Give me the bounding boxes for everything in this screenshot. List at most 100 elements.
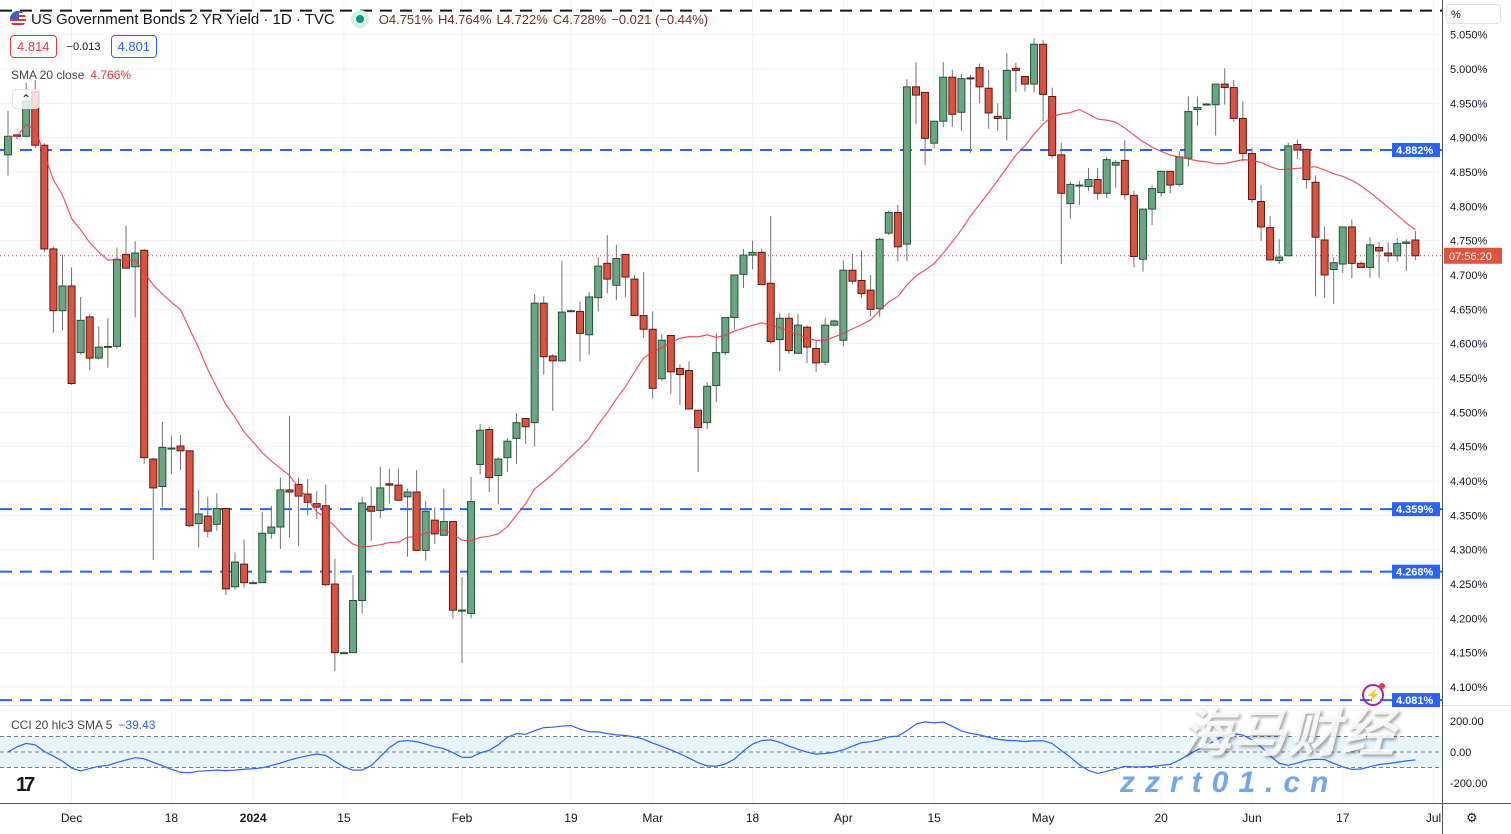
candle[interactable] (902, 79, 911, 262)
candle[interactable] (1057, 142, 1066, 265)
unit-button[interactable]: % (1446, 4, 1501, 24)
candle[interactable] (1375, 242, 1384, 278)
candle[interactable] (512, 413, 521, 464)
candle[interactable] (766, 215, 775, 344)
candle[interactable] (784, 312, 793, 354)
candle[interactable] (703, 382, 712, 429)
candle[interactable] (585, 292, 594, 355)
candle[interactable] (312, 491, 321, 519)
candle[interactable] (112, 247, 121, 349)
candle[interactable] (231, 552, 239, 591)
candle[interactable] (675, 364, 684, 405)
candle[interactable] (912, 62, 920, 125)
candle[interactable] (1293, 139, 1302, 159)
candle[interactable] (993, 103, 1002, 131)
candle[interactable] (966, 74, 975, 153)
candle[interactable] (875, 237, 884, 317)
candle[interactable] (439, 488, 448, 536)
candle[interactable] (448, 521, 457, 619)
candle[interactable] (957, 73, 966, 131)
cci-legend[interactable]: CCI 20 hlc3 SMA 5 −39.43 (11, 718, 155, 732)
candle[interactable] (1102, 156, 1111, 199)
candle[interactable] (1157, 170, 1166, 197)
candle[interactable] (4, 110, 12, 176)
candle[interactable] (294, 477, 303, 546)
candle[interactable] (530, 294, 539, 447)
candle[interactable] (94, 326, 103, 360)
candle[interactable] (685, 361, 693, 410)
candle[interactable] (1002, 53, 1011, 141)
candle[interactable] (848, 253, 857, 284)
candle[interactable] (485, 426, 494, 493)
candle[interactable] (893, 204, 902, 262)
candle[interactable] (321, 484, 330, 587)
candle[interactable] (803, 325, 812, 363)
candle[interactable] (712, 333, 721, 403)
sma-legend[interactable]: SMA 20 close 4.766% (11, 68, 131, 82)
candle[interactable] (866, 275, 875, 317)
candle[interactable] (1139, 208, 1147, 272)
candle[interactable] (521, 418, 530, 444)
candle[interactable] (276, 477, 285, 550)
candle[interactable] (1338, 226, 1347, 273)
candle[interactable] (167, 435, 176, 475)
candle[interactable] (739, 248, 748, 289)
collapse-legend-button[interactable]: ⌃ (12, 89, 40, 109)
candle[interactable] (122, 225, 131, 269)
candle[interactable] (185, 450, 194, 528)
candle[interactable] (748, 240, 757, 270)
candle[interactable] (1229, 79, 1238, 122)
candle[interactable] (430, 507, 439, 545)
candle[interactable] (648, 311, 657, 399)
candle[interactable] (1120, 140, 1129, 200)
candle[interactable] (557, 261, 566, 362)
candle[interactable] (1266, 215, 1275, 261)
candle[interactable] (267, 505, 276, 539)
candle[interactable] (203, 496, 212, 538)
candle[interactable] (494, 456, 503, 505)
candle[interactable] (249, 580, 258, 585)
candle[interactable] (1030, 38, 1039, 93)
candle[interactable] (376, 466, 385, 519)
candle[interactable] (694, 409, 703, 473)
candle[interactable] (476, 424, 485, 475)
candle[interactable] (140, 248, 149, 464)
candle[interactable] (603, 235, 612, 294)
candle[interactable] (1084, 167, 1093, 192)
candle[interactable] (1411, 231, 1420, 260)
candle[interactable] (921, 91, 930, 166)
candle[interactable] (367, 486, 376, 541)
candle[interactable] (657, 334, 666, 381)
candle[interactable] (1148, 185, 1157, 225)
candle[interactable] (1275, 239, 1284, 265)
tradingview-logo[interactable]: 17 (16, 774, 35, 796)
sell-button[interactable]: 4.814 (10, 35, 57, 58)
candle[interactable] (730, 274, 739, 330)
candle[interactable] (76, 296, 85, 355)
candle[interactable] (839, 260, 848, 347)
candle[interactable] (612, 244, 621, 301)
candle[interactable] (1284, 142, 1293, 257)
candle[interactable] (58, 255, 67, 331)
candle[interactable] (775, 312, 784, 372)
candle[interactable] (1220, 68, 1229, 105)
candle[interactable] (240, 539, 249, 588)
candle[interactable] (221, 507, 230, 596)
candle[interactable] (421, 500, 430, 561)
candle[interactable] (566, 309, 575, 313)
candle[interactable] (666, 334, 675, 394)
candle[interactable] (1166, 170, 1175, 194)
candle[interactable] (1039, 40, 1048, 122)
candle[interactable] (330, 558, 339, 672)
candle[interactable] (403, 488, 412, 557)
candle[interactable] (258, 511, 267, 584)
candle[interactable] (503, 438, 512, 473)
candle[interactable] (412, 470, 421, 551)
candle[interactable] (1238, 101, 1247, 162)
candle[interactable] (339, 651, 348, 655)
candle[interactable] (40, 143, 49, 253)
candle[interactable] (85, 314, 94, 370)
candle[interactable] (975, 63, 984, 104)
candle[interactable] (467, 476, 476, 619)
